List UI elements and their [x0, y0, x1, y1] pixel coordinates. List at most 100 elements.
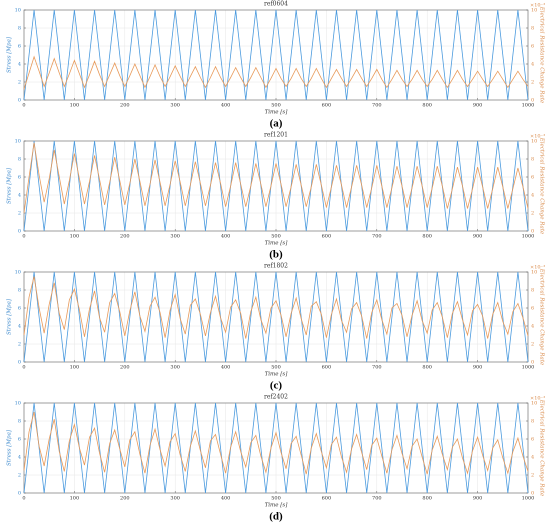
series-line	[23, 140, 529, 232]
x-tick-label: 800	[422, 103, 432, 109]
x-axis-label: Time [s]	[265, 372, 289, 378]
x-tick-label: 900	[473, 234, 483, 240]
x-tick-label: 300	[170, 234, 180, 240]
x-tick-label: 1000	[522, 234, 535, 240]
y2-axis-label: Electrical Resistance Change Rate	[539, 399, 545, 497]
x-tick-label: 700	[372, 103, 382, 109]
x-tick-label: 1000	[522, 496, 535, 502]
x-tick-label: 700	[372, 365, 382, 371]
y-axis-label: Stress [Mpa]	[7, 429, 13, 466]
panel-label: (d)	[269, 511, 283, 523]
x-tick-label: 200	[120, 234, 130, 240]
x-tick-label: 800	[422, 365, 432, 371]
series-line	[23, 271, 529, 363]
y2-tick-label: 10	[531, 139, 537, 145]
x-tick-label: 0	[22, 365, 25, 371]
x-tick-label: 300	[170, 496, 180, 502]
y-tick-label: 10	[15, 8, 21, 14]
x-tick-label: 400	[221, 103, 231, 109]
y2-tick-label: 2	[531, 473, 534, 479]
x-tick-label: 600	[322, 234, 332, 240]
x-axis-label: Time [s]	[265, 241, 289, 247]
y-tick-label: 0	[18, 491, 21, 497]
y-tick-label: 8	[18, 157, 21, 163]
chart-title: ref1201	[264, 132, 288, 139]
y2-tick-label: 6	[531, 175, 534, 181]
y-tick-label: 10	[15, 270, 21, 276]
y2-tick-label: 2	[531, 342, 534, 348]
x-axis-label: Time [s]	[265, 503, 289, 509]
y2-tick-label: 0	[531, 360, 534, 366]
x-tick-label: 900	[473, 365, 483, 371]
x-tick-label: 700	[372, 496, 382, 502]
panel-label: (a)	[270, 118, 283, 130]
y-tick-label: 4	[18, 324, 21, 330]
y-tick-label: 10	[15, 401, 21, 407]
x-axis-label: Time [s]	[265, 110, 289, 116]
x-tick-label: 100	[70, 103, 80, 109]
x-tick-label: 300	[170, 103, 180, 109]
y-tick-label: 2	[18, 473, 21, 479]
y2-tick-label: 8	[531, 26, 534, 32]
y-tick-label: 4	[18, 455, 21, 461]
y2-multiplier: ×10⁻³	[530, 134, 545, 140]
x-tick-label: 100	[70, 496, 80, 502]
x-tick-label: 900	[473, 103, 483, 109]
series-line	[23, 142, 529, 214]
chart-title: ref2402	[264, 394, 288, 401]
y-tick-label: 8	[18, 26, 21, 32]
y-axis-label: Stress [Mpa]	[7, 298, 13, 335]
y2-tick-label: 8	[531, 157, 534, 163]
x-tick-label: 0	[22, 234, 25, 240]
y2-multiplier: ×10⁻³	[530, 396, 545, 402]
x-tick-label: 700	[372, 234, 382, 240]
y-tick-label: 2	[18, 80, 21, 86]
y2-tick-label: 0	[531, 98, 534, 104]
y2-tick-label: 4	[531, 455, 534, 461]
y-tick-label: 10	[15, 139, 21, 145]
y2-multiplier: ×10⁻³	[530, 3, 545, 9]
y-tick-label: 0	[18, 98, 21, 104]
y-tick-label: 2	[18, 211, 21, 217]
x-tick-label: 200	[120, 103, 130, 109]
x-tick-label: 100	[70, 234, 80, 240]
x-tick-label: 1000	[522, 103, 535, 109]
series-line	[23, 55, 529, 90]
y2-tick-label: 8	[531, 288, 534, 294]
series-line	[23, 9, 529, 101]
y2-tick-label: 6	[531, 437, 534, 443]
x-tick-label: 0	[22, 496, 25, 502]
y2-tick-label: 4	[531, 193, 534, 199]
x-tick-label: 600	[322, 496, 332, 502]
y2-axis-label: Electrical Resistance Change Rate	[539, 137, 545, 235]
y-axis-label: Stress [Mpa]	[7, 36, 13, 73]
panel-label: (b)	[269, 249, 283, 261]
y-tick-label: 6	[18, 175, 21, 181]
x-tick-label: 800	[422, 496, 432, 502]
y-tick-label: 6	[18, 306, 21, 312]
y2-tick-label: 6	[531, 44, 534, 50]
y-tick-label: 6	[18, 44, 21, 50]
y2-tick-label: 0	[531, 491, 534, 497]
x-tick-label: 200	[120, 496, 130, 502]
y2-tick-label: 8	[531, 419, 534, 425]
chart-title: ref1802	[264, 263, 288, 270]
y2-tick-label: 10	[531, 270, 537, 276]
x-tick-label: 500	[271, 103, 281, 109]
x-tick-label: 200	[120, 365, 130, 371]
y2-axis-label: Electrical Resistance Change Rate	[539, 6, 545, 104]
y-tick-label: 0	[18, 229, 21, 235]
x-tick-label: 500	[271, 234, 281, 240]
y2-tick-label: 2	[531, 211, 534, 217]
y2-axis-label: Electrical Resistance Change Rate	[539, 268, 545, 366]
y-tick-label: 6	[18, 437, 21, 443]
x-tick-label: 800	[422, 234, 432, 240]
y-tick-label: 4	[18, 62, 21, 68]
x-tick-label: 500	[271, 365, 281, 371]
chart-title: ref0604	[264, 1, 288, 8]
